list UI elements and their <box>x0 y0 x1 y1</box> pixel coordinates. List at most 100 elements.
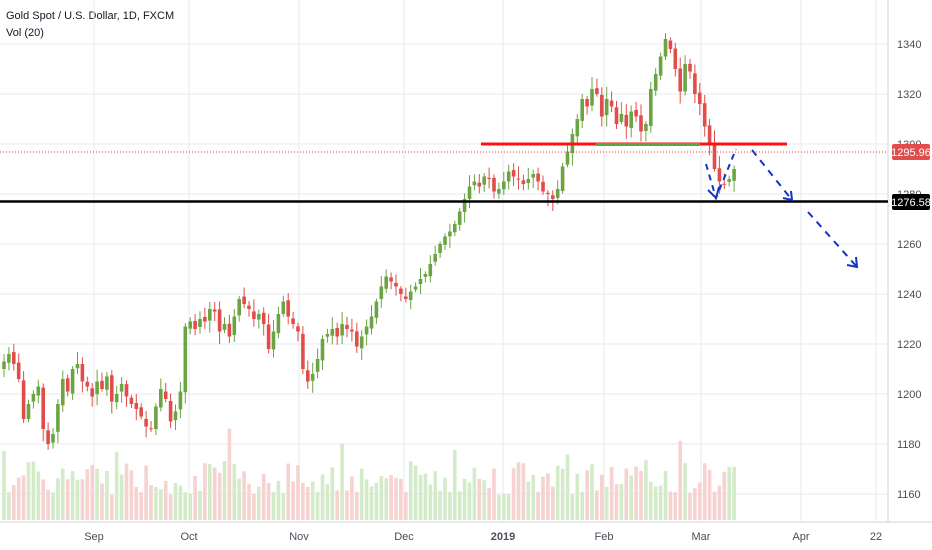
candle-body <box>65 378 70 392</box>
candle-body <box>345 324 349 329</box>
candle-body <box>203 317 207 322</box>
volume-bar <box>252 493 256 520</box>
volume-bar <box>315 491 320 520</box>
candle-body <box>546 192 550 194</box>
candle-body <box>453 224 457 233</box>
volume-indicator-label: Vol (20) <box>6 27 44 39</box>
candle-body <box>159 389 163 408</box>
candle-body <box>208 309 212 321</box>
candle-body <box>399 288 403 294</box>
volume-bar <box>462 478 467 520</box>
volume-bar <box>281 492 286 520</box>
volume-bar <box>722 471 727 520</box>
volume-bar <box>457 491 462 520</box>
chart-drawings <box>0 142 888 269</box>
candle-body <box>149 428 153 430</box>
candle-body <box>232 316 237 336</box>
volume-bar <box>609 467 614 520</box>
volume-bar <box>90 464 94 520</box>
volume-bar <box>541 476 545 520</box>
candle-body <box>266 324 271 349</box>
candle-body <box>26 404 31 420</box>
candle-body <box>702 103 707 127</box>
candle-body <box>310 374 315 381</box>
candle-body <box>653 74 658 91</box>
candle-body <box>722 183 727 185</box>
price-axis[interactable]: 1160118012001220124012601280130013201340 <box>897 39 921 501</box>
volume-bar <box>467 482 472 520</box>
candle-body <box>384 276 388 289</box>
volume-bar <box>707 469 712 520</box>
candle-body <box>639 115 643 132</box>
volume-bar <box>717 485 722 520</box>
candle-body <box>658 56 663 76</box>
candle-body <box>531 174 535 178</box>
volume-bar <box>683 463 687 520</box>
time-tick-label: Feb <box>595 531 614 543</box>
volume-bar <box>546 473 550 520</box>
volume-bar <box>560 468 565 520</box>
candle-body <box>261 312 266 324</box>
volume-bar <box>551 486 555 520</box>
time-tick-label: 22 <box>870 531 882 543</box>
volume-bar <box>36 471 41 520</box>
candle-body <box>217 309 222 332</box>
candle-body <box>506 171 511 182</box>
candle-body <box>119 384 124 392</box>
candle-body <box>649 89 653 126</box>
volume-bar <box>511 468 516 520</box>
volume-bar <box>242 471 246 520</box>
volume-bar <box>26 462 31 520</box>
candle-body <box>511 170 516 177</box>
volume-bar <box>16 477 21 520</box>
volume-bar <box>384 478 388 520</box>
volume-bar <box>154 486 158 520</box>
volume-bar <box>634 466 638 520</box>
volume-bar <box>629 475 633 520</box>
volume-bar <box>732 466 736 520</box>
volume-bar <box>271 492 276 520</box>
candle-body <box>257 314 261 320</box>
volume-bar <box>173 483 178 520</box>
volume-bar <box>159 489 163 520</box>
candle-body <box>281 301 286 314</box>
price-tick-label: 1200 <box>897 389 921 401</box>
candlestick-series <box>2 33 736 450</box>
candle-body <box>252 311 256 319</box>
candle-body <box>85 381 90 387</box>
candle-body <box>296 326 300 332</box>
candle-body <box>712 142 717 169</box>
candle-body <box>609 100 614 107</box>
candle-body <box>198 319 202 327</box>
candle-body <box>600 94 604 117</box>
candle-body <box>359 336 364 349</box>
candle-body <box>423 274 428 277</box>
volume-bar <box>198 490 202 520</box>
volume-bar <box>477 478 482 520</box>
price-labels: 1295.96 1276.58 <box>891 144 931 210</box>
candle-body <box>80 364 85 382</box>
candle-body <box>560 166 565 192</box>
candle-body <box>188 321 192 329</box>
volume-bar <box>575 473 580 520</box>
candle-body <box>565 151 570 165</box>
time-tick-label: Dec <box>394 531 414 543</box>
volume-bar <box>119 474 124 520</box>
volume-bar <box>428 484 433 520</box>
price-tick-label: 1220 <box>897 339 921 351</box>
time-tick-label: Mar <box>692 531 711 543</box>
volume-bar <box>614 484 619 520</box>
candle-body <box>604 99 609 116</box>
candle-body <box>394 282 398 287</box>
candle-body <box>330 329 335 336</box>
candle-body <box>551 195 555 199</box>
volume-bar <box>531 474 535 520</box>
time-axis[interactable]: Sep Oct Nov Dec 2019 Feb Mar Apr 22 <box>84 531 882 543</box>
candle-body <box>237 299 241 316</box>
candle-body <box>291 318 295 324</box>
candle-body <box>590 89 594 106</box>
candle-body <box>707 125 712 144</box>
candle-body <box>428 264 433 277</box>
candle-body <box>271 331 276 350</box>
